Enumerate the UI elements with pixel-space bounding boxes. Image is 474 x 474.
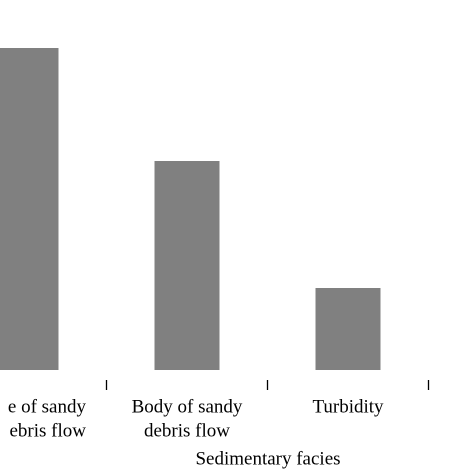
x-axis-title: Sedimentary facies [195,448,340,469]
bar [0,48,59,370]
x-tick-label: ebris flow [9,420,86,441]
bar [154,161,220,370]
x-tick-label: debris flow [144,420,230,441]
bar [315,288,381,370]
x-tick-label: Turbidity [312,396,384,417]
x-tick-label: Body of sandy [132,396,243,417]
x-tick-label: e of sandy [8,396,87,417]
